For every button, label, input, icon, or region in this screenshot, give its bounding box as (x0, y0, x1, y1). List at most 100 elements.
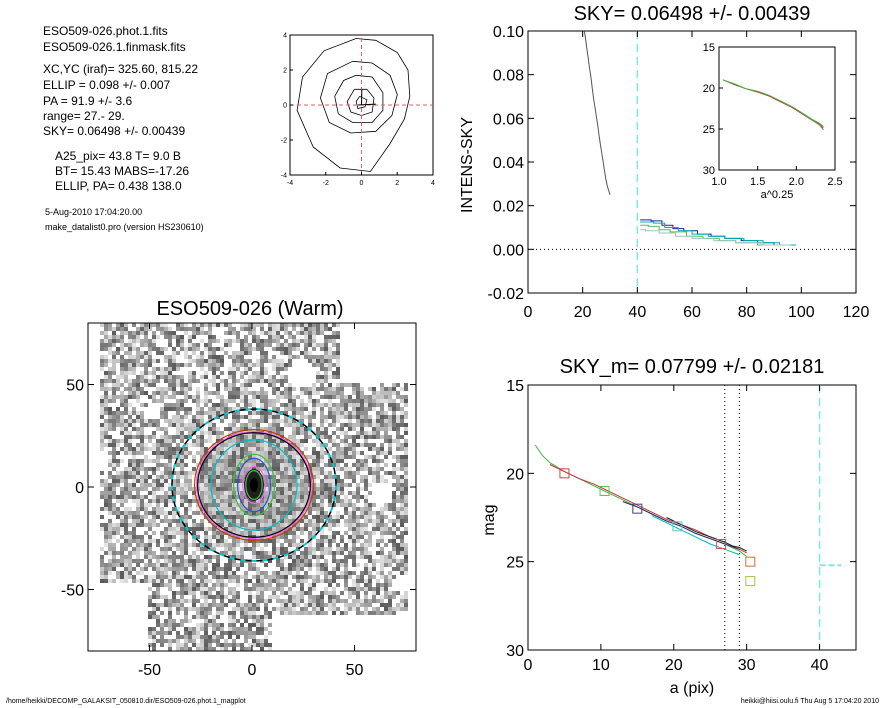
image-pixel (124, 491, 128, 495)
image-pixel (152, 459, 156, 463)
image-pixel (136, 499, 140, 503)
image-pixel (228, 611, 232, 615)
image-pixel (392, 455, 396, 459)
image-pixel (232, 427, 236, 431)
image-pixel (324, 379, 328, 383)
image-pixel (352, 591, 356, 595)
image-pixel (244, 395, 248, 399)
image-pixel (380, 587, 384, 591)
image-pixel (296, 331, 300, 335)
image-pixel (272, 335, 276, 339)
image-pixel (352, 507, 356, 511)
image-pixel (376, 543, 380, 547)
image-pixel (200, 407, 204, 411)
image-pixel (312, 519, 316, 523)
image-pixel (392, 547, 396, 551)
image-pixel (324, 539, 328, 543)
image-pixel (204, 567, 208, 571)
image-pixel (216, 447, 220, 451)
image-pixel (232, 359, 236, 363)
image-pixel (128, 439, 132, 443)
image-pixel (376, 539, 380, 543)
image-pixel (392, 491, 396, 495)
image-pixel (148, 379, 152, 383)
image-pixel (128, 423, 132, 427)
image-pixel (348, 515, 352, 519)
image-pixel (216, 467, 220, 471)
image-pixel (336, 451, 340, 455)
image-pixel (336, 403, 340, 407)
image-pixel (136, 551, 140, 555)
image-pixel (336, 383, 340, 387)
image-pixel (356, 591, 360, 595)
image-pixel (240, 323, 244, 327)
image-pixel (300, 555, 304, 559)
image-pixel (260, 327, 264, 331)
image-pixel (304, 563, 308, 567)
image-pixel (204, 619, 208, 623)
image-pixel (120, 339, 124, 343)
image-pixel (348, 435, 352, 439)
image-pixel (108, 411, 112, 415)
image-pixel (224, 583, 228, 587)
image-pixel (156, 543, 160, 547)
image-pixel (364, 455, 368, 459)
image-pixel (284, 471, 288, 475)
image-pixel (120, 579, 124, 583)
image-pixel (300, 591, 304, 595)
image-pixel (268, 587, 272, 591)
image-pixel (316, 391, 320, 395)
image-pixel (312, 383, 316, 387)
mag-xtick-label: 0 (524, 657, 533, 674)
image-pixel (376, 447, 380, 451)
image-pixel (392, 519, 396, 523)
image-pixel (392, 495, 396, 499)
image-pixel (276, 347, 280, 351)
image-pixel (228, 507, 232, 511)
image-pixel (344, 599, 348, 603)
image-pixel (140, 327, 144, 331)
image-pixel (300, 607, 304, 611)
image-pixel (136, 571, 140, 575)
image-pixel (264, 495, 268, 499)
image-pixel (384, 543, 388, 547)
image-pixel (148, 587, 152, 591)
image-pixel (388, 427, 392, 431)
image-pixel (148, 535, 152, 539)
image-pixel (264, 599, 268, 603)
image-pixel (136, 507, 140, 511)
image-pixel (272, 415, 276, 419)
image-pixel (304, 391, 308, 395)
image-pixel (232, 543, 236, 547)
image-pixel (388, 519, 392, 523)
image-pixel (200, 591, 204, 595)
image-pixel (272, 367, 276, 371)
image-pixel (128, 403, 132, 407)
image-pixel (248, 599, 252, 603)
image-pixel (364, 515, 368, 519)
image-pixel (300, 415, 304, 419)
image-pixel (100, 507, 104, 511)
image-pixel (216, 427, 220, 431)
image-pixel (232, 579, 236, 583)
image-pixel (348, 383, 352, 387)
image-pixel (248, 647, 252, 651)
image-pixel (176, 527, 180, 531)
image-pixel (160, 603, 164, 607)
image-pixel (164, 543, 168, 547)
image-pixel (188, 335, 192, 339)
image-pixel (132, 343, 136, 347)
image-pixel (280, 579, 284, 583)
contour-ytick-label: 2 (283, 68, 287, 75)
image-pixel (232, 363, 236, 367)
image-pixel (188, 347, 192, 351)
image-pixel (188, 327, 192, 331)
image-pixel (160, 387, 164, 391)
image-pixel (380, 535, 384, 539)
image-pixel (168, 511, 172, 515)
image-pixel (164, 463, 168, 467)
image-pixel (156, 367, 160, 371)
image-pixel (228, 631, 232, 635)
image-pixel (248, 611, 252, 615)
image-pixel (404, 559, 408, 563)
